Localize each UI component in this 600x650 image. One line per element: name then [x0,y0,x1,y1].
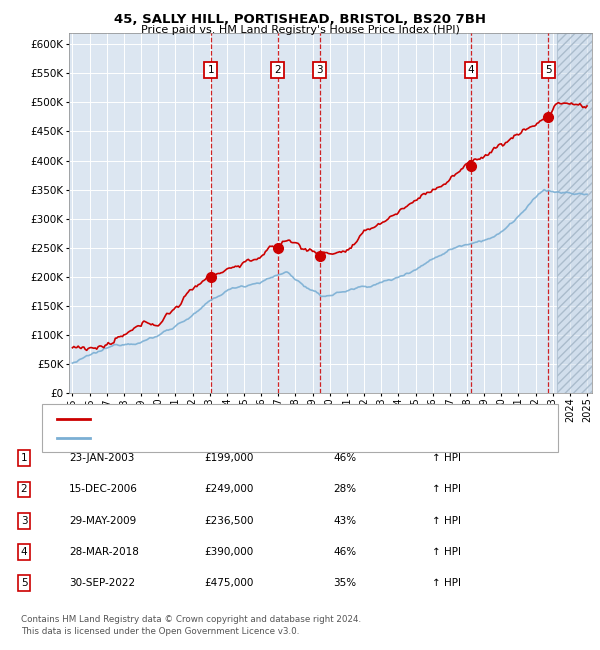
Text: 28%: 28% [333,484,356,495]
Text: 23-JAN-2003: 23-JAN-2003 [69,453,134,463]
Text: £236,500: £236,500 [204,515,254,526]
Text: £199,000: £199,000 [204,453,253,463]
Text: £390,000: £390,000 [204,547,253,557]
Text: Contains HM Land Registry data © Crown copyright and database right 2024.: Contains HM Land Registry data © Crown c… [21,615,361,624]
Text: £249,000: £249,000 [204,484,253,495]
Text: 5: 5 [545,66,552,75]
Text: ↑ HPI: ↑ HPI [432,515,461,526]
Text: ↑ HPI: ↑ HPI [432,453,461,463]
Text: HPI: Average price, semi-detached house, North Somerset: HPI: Average price, semi-detached house,… [96,434,400,443]
Text: 1: 1 [20,453,28,463]
Text: 29-MAY-2009: 29-MAY-2009 [69,515,136,526]
Text: ↑ HPI: ↑ HPI [432,484,461,495]
Text: £475,000: £475,000 [204,578,253,588]
Text: 35%: 35% [333,578,356,588]
Text: ↑ HPI: ↑ HPI [432,578,461,588]
Bar [557,32,592,393]
Text: 45, SALLY HILL, PORTISHEAD, BRISTOL, BS20 7BH (semi-detached house): 45, SALLY HILL, PORTISHEAD, BRISTOL, BS2… [96,413,477,424]
Text: 2: 2 [20,484,28,495]
Text: 4: 4 [468,66,475,75]
Text: 46%: 46% [333,547,356,557]
Text: 30-SEP-2022: 30-SEP-2022 [69,578,135,588]
Text: 3: 3 [20,515,28,526]
Text: 1: 1 [208,66,214,75]
Text: 28-MAR-2018: 28-MAR-2018 [69,547,139,557]
Text: 2: 2 [274,66,281,75]
Text: ↑ HPI: ↑ HPI [432,547,461,557]
Text: Price paid vs. HM Land Registry's House Price Index (HPI): Price paid vs. HM Land Registry's House … [140,25,460,34]
Text: 3: 3 [316,66,323,75]
Text: 43%: 43% [333,515,356,526]
Bar [557,32,592,393]
Text: 5: 5 [20,578,28,588]
Text: 46%: 46% [333,453,356,463]
Text: 15-DEC-2006: 15-DEC-2006 [69,484,138,495]
Text: 45, SALLY HILL, PORTISHEAD, BRISTOL, BS20 7BH: 45, SALLY HILL, PORTISHEAD, BRISTOL, BS2… [114,13,486,26]
Text: 4: 4 [20,547,28,557]
Text: This data is licensed under the Open Government Licence v3.0.: This data is licensed under the Open Gov… [21,627,299,636]
